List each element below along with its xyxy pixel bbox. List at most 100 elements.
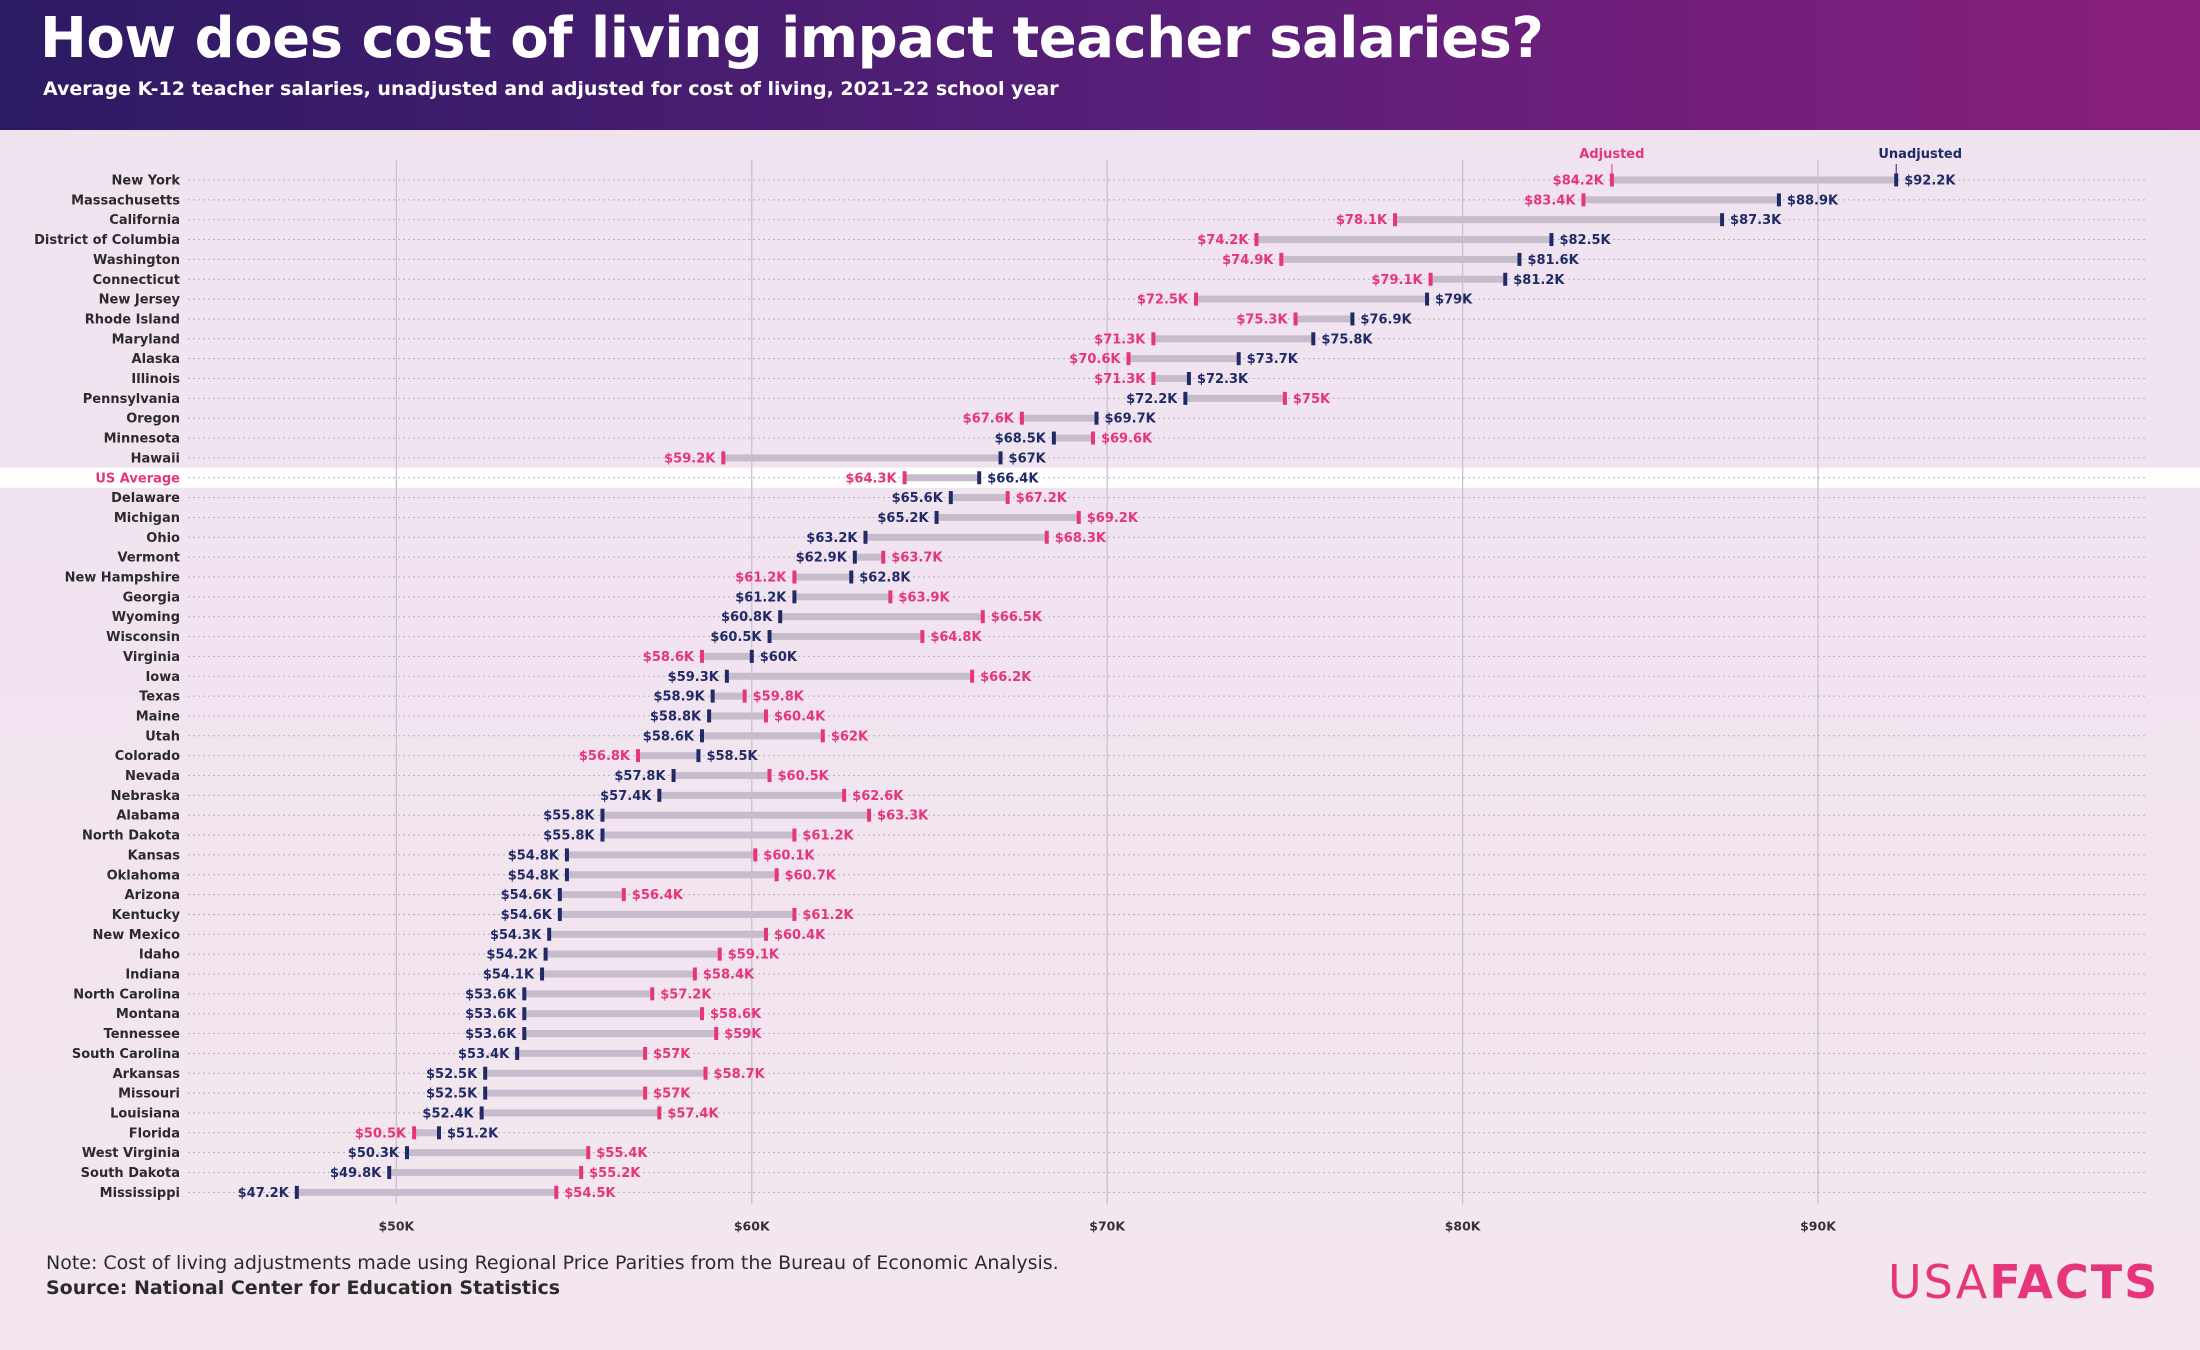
row-label: Montana bbox=[116, 1007, 180, 1022]
range-bar bbox=[517, 1049, 646, 1057]
adjusted-marker bbox=[792, 570, 797, 584]
range-bar bbox=[406, 1149, 589, 1157]
adjusted-value-label: $56.4K bbox=[632, 888, 684, 903]
row-label: Kansas bbox=[128, 848, 181, 863]
unadjusted-value-label: $57.4K bbox=[600, 789, 652, 804]
adjusted-marker bbox=[1151, 372, 1156, 385]
unadjusted-marker bbox=[749, 649, 754, 663]
unadjusted-marker bbox=[699, 729, 704, 743]
adjusted-value-label: $83.4K bbox=[1524, 193, 1576, 208]
adjusted-marker bbox=[554, 1185, 559, 1199]
row-label: North Carolina bbox=[73, 987, 180, 1002]
unadjusted-marker bbox=[998, 451, 1003, 465]
adjusted-value-label: $60.5K bbox=[778, 769, 830, 784]
adjusted-marker bbox=[650, 987, 655, 1001]
adjusted-marker bbox=[1282, 391, 1287, 405]
range-bar bbox=[602, 811, 870, 819]
unadjusted-value-label: $72.3K bbox=[1197, 372, 1249, 387]
unadjusted-marker bbox=[436, 1126, 441, 1140]
adjusted-marker bbox=[820, 729, 825, 743]
unadjusted-marker bbox=[564, 848, 569, 862]
range-bar bbox=[549, 930, 766, 938]
range-bar bbox=[1256, 236, 1552, 244]
unadjusted-value-label: $51.2K bbox=[447, 1126, 499, 1141]
row-label: Ohio bbox=[146, 531, 180, 546]
unadjusted-marker bbox=[564, 868, 569, 882]
unadjusted-value-label: $52.4K bbox=[422, 1106, 474, 1121]
unadjusted-marker bbox=[515, 1046, 520, 1060]
adjusted-marker bbox=[717, 947, 722, 961]
unadjusted-marker bbox=[1311, 332, 1316, 346]
unadjusted-marker bbox=[852, 550, 857, 564]
range-bar bbox=[602, 831, 795, 839]
adjusted-value-label: $75K bbox=[1293, 392, 1331, 407]
range-bar bbox=[865, 533, 1047, 541]
row-label: Mississippi bbox=[100, 1186, 180, 1201]
x-tick-label: $70K bbox=[1089, 1218, 1126, 1233]
adjusted-marker bbox=[699, 649, 704, 663]
unadjusted-marker bbox=[483, 1086, 488, 1100]
unadjusted-value-label: $55.8K bbox=[543, 809, 595, 824]
adjusted-value-label: $57.2K bbox=[660, 987, 712, 1002]
page-title: How does cost of living impact teacher s… bbox=[40, 6, 1544, 71]
adjusted-marker bbox=[792, 907, 797, 921]
row-label: Hawaii bbox=[131, 451, 180, 466]
unadjusted-marker bbox=[1051, 431, 1056, 445]
unadjusted-marker bbox=[404, 1146, 409, 1160]
row-label: New York bbox=[112, 174, 181, 189]
adjusted-marker bbox=[842, 788, 847, 802]
unadjusted-marker bbox=[387, 1166, 392, 1179]
adjusted-marker bbox=[1044, 530, 1049, 544]
row-label: New Mexico bbox=[93, 928, 181, 943]
adjusted-marker bbox=[753, 848, 758, 862]
unadjusted-marker bbox=[1186, 372, 1191, 385]
x-tick-label: $50K bbox=[378, 1218, 415, 1233]
row-label: Maine bbox=[136, 709, 180, 724]
unadjusted-marker bbox=[1517, 252, 1522, 266]
range-bar bbox=[542, 970, 695, 978]
range-bar bbox=[524, 1010, 702, 1018]
unadjusted-marker bbox=[557, 888, 562, 902]
unadjusted-marker bbox=[1094, 411, 1099, 425]
row-label: Tennessee bbox=[104, 1027, 181, 1042]
adjusted-value-label: $60.4K bbox=[774, 709, 826, 724]
unadjusted-value-label: $67K bbox=[1009, 451, 1047, 466]
unadjusted-value-label: $54.2K bbox=[486, 948, 538, 963]
adjusted-marker bbox=[1090, 431, 1095, 445]
adjusted-marker bbox=[1194, 292, 1199, 306]
adjusted-marker bbox=[767, 769, 772, 782]
range-bar bbox=[794, 573, 852, 581]
adjusted-marker bbox=[1005, 491, 1010, 505]
row-label: Iowa bbox=[145, 670, 180, 685]
adjusted-value-label: $60.1K bbox=[763, 848, 815, 863]
row-label: South Dakota bbox=[81, 1166, 180, 1181]
range-bar bbox=[389, 1169, 582, 1176]
adjusted-marker bbox=[621, 888, 626, 902]
unadjusted-value-label: $58.8K bbox=[650, 709, 702, 724]
adjusted-marker bbox=[636, 749, 641, 763]
row-label: West Virginia bbox=[82, 1146, 180, 1161]
adjusted-value-label: $59.8K bbox=[753, 690, 805, 705]
unadjusted-marker bbox=[792, 590, 797, 604]
unadjusted-value-label: $60.8K bbox=[721, 610, 773, 625]
unadjusted-value-label: $69.7K bbox=[1105, 412, 1157, 427]
adjusted-marker bbox=[721, 451, 726, 465]
adjusted-marker bbox=[699, 1007, 704, 1021]
unadjusted-value-label: $82.5K bbox=[1559, 233, 1611, 248]
unadjusted-value-label: $58.6K bbox=[643, 729, 695, 744]
row-label: Texas bbox=[139, 690, 180, 705]
row-label: Wisconsin bbox=[106, 630, 180, 645]
adjusted-value-label: $60.7K bbox=[785, 868, 837, 883]
adjusted-marker bbox=[1254, 233, 1259, 247]
row-label: New Jersey bbox=[99, 293, 181, 308]
unadjusted-marker bbox=[547, 927, 552, 941]
range-bar bbox=[1153, 375, 1189, 382]
adjusted-value-label: $75.3K bbox=[1236, 312, 1288, 327]
adjusted-value-label: $57K bbox=[653, 1087, 691, 1102]
row-label: US Average bbox=[95, 471, 180, 486]
row-label: New Hampshire bbox=[65, 571, 181, 586]
unadjusted-value-label: $62.8K bbox=[859, 571, 911, 586]
adjusted-value-label: $63.3K bbox=[877, 809, 929, 824]
unadjusted-value-label: $65.6K bbox=[892, 491, 944, 506]
adjusted-marker bbox=[763, 709, 768, 723]
